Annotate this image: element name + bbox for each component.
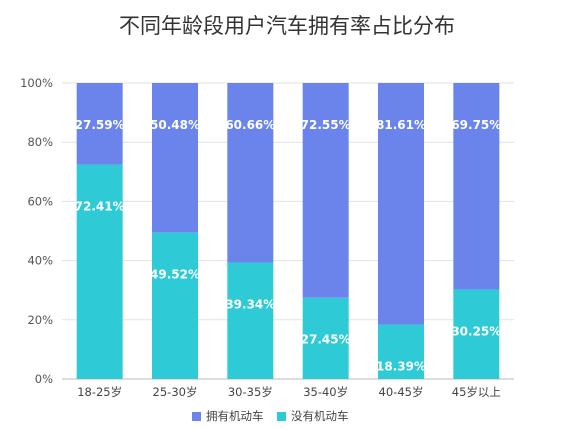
x-category-label: 45岁以上	[452, 385, 501, 399]
y-tick-label: 100%	[20, 76, 53, 90]
bars	[76, 83, 500, 379]
y-tick-label: 80%	[27, 135, 53, 149]
legend-label: 没有机动车	[291, 409, 349, 423]
x-category-label: 18-25岁	[77, 385, 122, 399]
bar-segment-has-car	[378, 83, 424, 325]
data-label: 60.66%	[225, 118, 275, 132]
legend-label: 拥有机动车	[206, 409, 264, 423]
data-label: 39.34%	[225, 298, 275, 312]
data-label: 27.45%	[301, 333, 351, 347]
bar-segment-no-car	[378, 324, 424, 379]
y-axis-tick-labels: 0% 20% 40% 60% 80% 100%	[20, 76, 53, 386]
legend-swatch	[277, 412, 286, 421]
bar-segment-has-car	[152, 83, 198, 233]
chart-title: 不同年龄段用户汽车拥有率占比分布	[119, 14, 455, 38]
x-category-label: 35-40岁	[303, 385, 348, 399]
legend-swatch	[192, 412, 201, 421]
y-tick-label: 20%	[27, 313, 53, 327]
x-axis-category-labels: 18-25岁 25-30岁 30-35岁 35-40岁 40-45岁 45岁以上	[77, 385, 501, 399]
data-label: 50.48%	[150, 118, 200, 132]
data-label: 81.61%	[376, 118, 426, 132]
bar-segment-no-car	[76, 164, 123, 379]
data-label: 30.25%	[451, 324, 501, 338]
data-label: 72.41%	[75, 200, 125, 214]
grid-lines	[62, 82, 514, 380]
data-label: 72.55%	[301, 118, 351, 132]
legend: 拥有机动车 没有机动车	[192, 409, 349, 423]
data-labels: 72.41% 27.59% 49.52% 50.48% 39.34% 60.66% 27.4…	[75, 118, 502, 374]
bar-segment-has-car	[76, 83, 123, 165]
bar-segment-no-car	[152, 232, 198, 379]
x-category-label: 25-30岁	[153, 385, 198, 399]
bar-segment-has-car	[453, 83, 500, 290]
x-category-label: 30-35岁	[228, 385, 273, 399]
x-category-label: 40-45岁	[379, 385, 424, 399]
bar-segment-has-car	[227, 83, 274, 263]
bar-segment-has-car	[302, 83, 349, 298]
bar-segment-no-car	[453, 289, 500, 379]
data-label: 69.75%	[451, 118, 501, 132]
data-label: 18.39%	[376, 360, 426, 374]
bar-segment-no-car	[302, 297, 349, 379]
y-tick-label: 40%	[27, 254, 53, 268]
y-tick-label: 60%	[27, 194, 53, 208]
y-tick-label: 0%	[35, 372, 53, 386]
data-label: 27.59%	[75, 118, 125, 132]
data-label: 49.52%	[150, 267, 200, 281]
bar-segment-no-car	[227, 262, 274, 379]
